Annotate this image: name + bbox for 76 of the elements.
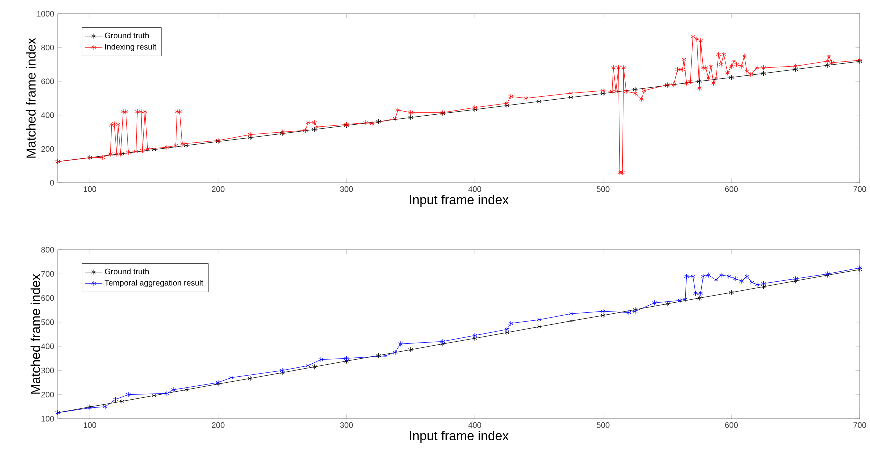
point — [744, 274, 750, 280]
point — [344, 358, 350, 364]
point — [536, 324, 542, 330]
point — [701, 274, 706, 280]
point — [678, 298, 683, 304]
point — [714, 277, 719, 283]
x-axis-title: Input frame index — [410, 430, 509, 444]
point — [171, 387, 176, 393]
point — [693, 290, 698, 296]
point — [665, 301, 670, 307]
point — [398, 341, 404, 347]
point — [690, 274, 696, 280]
point — [600, 308, 606, 314]
point — [152, 393, 157, 399]
point — [472, 336, 478, 342]
point — [761, 281, 766, 287]
point — [508, 320, 514, 326]
point — [408, 115, 414, 121]
point — [228, 375, 234, 381]
point — [504, 103, 510, 109]
point — [683, 296, 688, 302]
point — [376, 352, 382, 358]
point — [184, 387, 189, 393]
point — [600, 91, 606, 97]
point — [504, 330, 510, 336]
point — [684, 274, 690, 280]
point — [754, 282, 760, 288]
point — [393, 350, 398, 356]
point — [440, 338, 446, 344]
point — [761, 70, 766, 76]
point — [164, 390, 170, 396]
point — [184, 143, 189, 149]
point — [536, 317, 542, 323]
point — [152, 147, 157, 153]
point — [697, 78, 702, 84]
point — [312, 364, 318, 370]
point — [600, 312, 606, 318]
point — [408, 347, 414, 353]
point — [382, 353, 388, 359]
point — [248, 135, 253, 141]
point — [113, 396, 118, 402]
point — [719, 272, 724, 278]
point — [472, 332, 478, 338]
point — [344, 356, 350, 362]
point — [729, 290, 734, 296]
point — [652, 300, 658, 306]
y-axis-title: Matched frame index — [26, 38, 36, 158]
point — [633, 86, 638, 92]
point — [740, 278, 744, 284]
x-axis-title: Input frame index — [410, 194, 509, 208]
point — [120, 398, 125, 404]
point — [318, 357, 324, 363]
point — [793, 66, 798, 72]
y-axis-title: Matched frame index — [30, 274, 40, 394]
point — [698, 290, 704, 296]
point — [750, 280, 755, 286]
point — [504, 326, 510, 332]
point — [536, 98, 542, 104]
point — [312, 127, 318, 133]
point — [280, 368, 285, 374]
point — [306, 363, 311, 369]
point — [626, 310, 632, 316]
point — [376, 119, 382, 125]
point — [726, 274, 732, 280]
point — [761, 284, 766, 290]
point — [103, 404, 108, 410]
point — [248, 376, 253, 382]
point — [729, 74, 734, 80]
point — [126, 392, 131, 398]
point — [733, 276, 738, 282]
point — [568, 94, 574, 100]
point — [706, 272, 712, 278]
point — [568, 318, 574, 324]
point — [697, 296, 702, 302]
point — [826, 62, 830, 68]
point — [568, 311, 574, 317]
